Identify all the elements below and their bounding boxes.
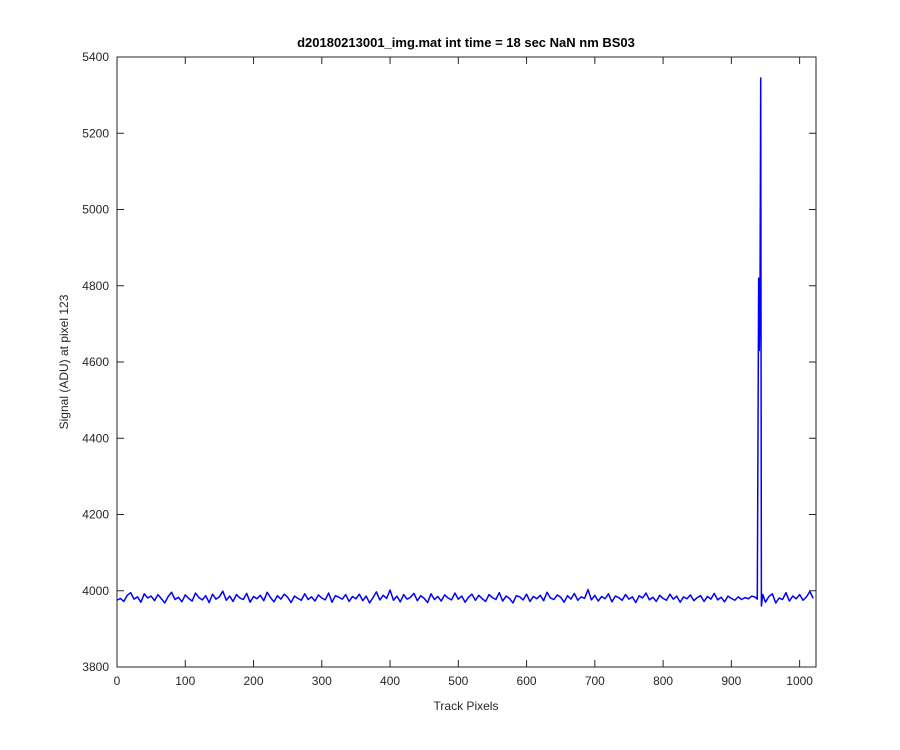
- y-tick-label: 4600: [82, 355, 109, 369]
- x-tick-label: 0: [114, 674, 121, 688]
- y-tick-label: 3800: [82, 660, 109, 674]
- plot-area: [117, 57, 816, 667]
- x-tick-label: 800: [653, 674, 673, 688]
- axes-box: [116, 56, 817, 668]
- y-tick-label: 4000: [82, 584, 109, 598]
- x-tick-label: 200: [244, 674, 264, 688]
- y-tick-label: 5000: [82, 203, 109, 217]
- x-tick-label: 900: [721, 674, 741, 688]
- chart-title: d20180213001_img.mat int time = 18 sec N…: [297, 35, 635, 50]
- y-tick-label: 5400: [82, 50, 109, 64]
- x-tick-label: 500: [448, 674, 468, 688]
- y-axis-label: Signal (ADU) at pixel 123: [57, 294, 71, 429]
- x-tick-label: 400: [380, 674, 400, 688]
- x-tick-label: 600: [517, 674, 537, 688]
- y-tick-label: 4200: [82, 508, 109, 522]
- x-tick-label: 1000: [786, 674, 813, 688]
- y-tick-label: 4800: [82, 279, 109, 293]
- x-tick-label: 100: [175, 674, 195, 688]
- x-tick-label: 300: [312, 674, 332, 688]
- x-axis-label: Track Pixels: [434, 699, 499, 713]
- y-tick-label: 5200: [82, 126, 109, 140]
- x-tick-label: 700: [585, 674, 605, 688]
- data-line: [116, 77, 814, 607]
- y-tick-label: 4400: [82, 431, 109, 445]
